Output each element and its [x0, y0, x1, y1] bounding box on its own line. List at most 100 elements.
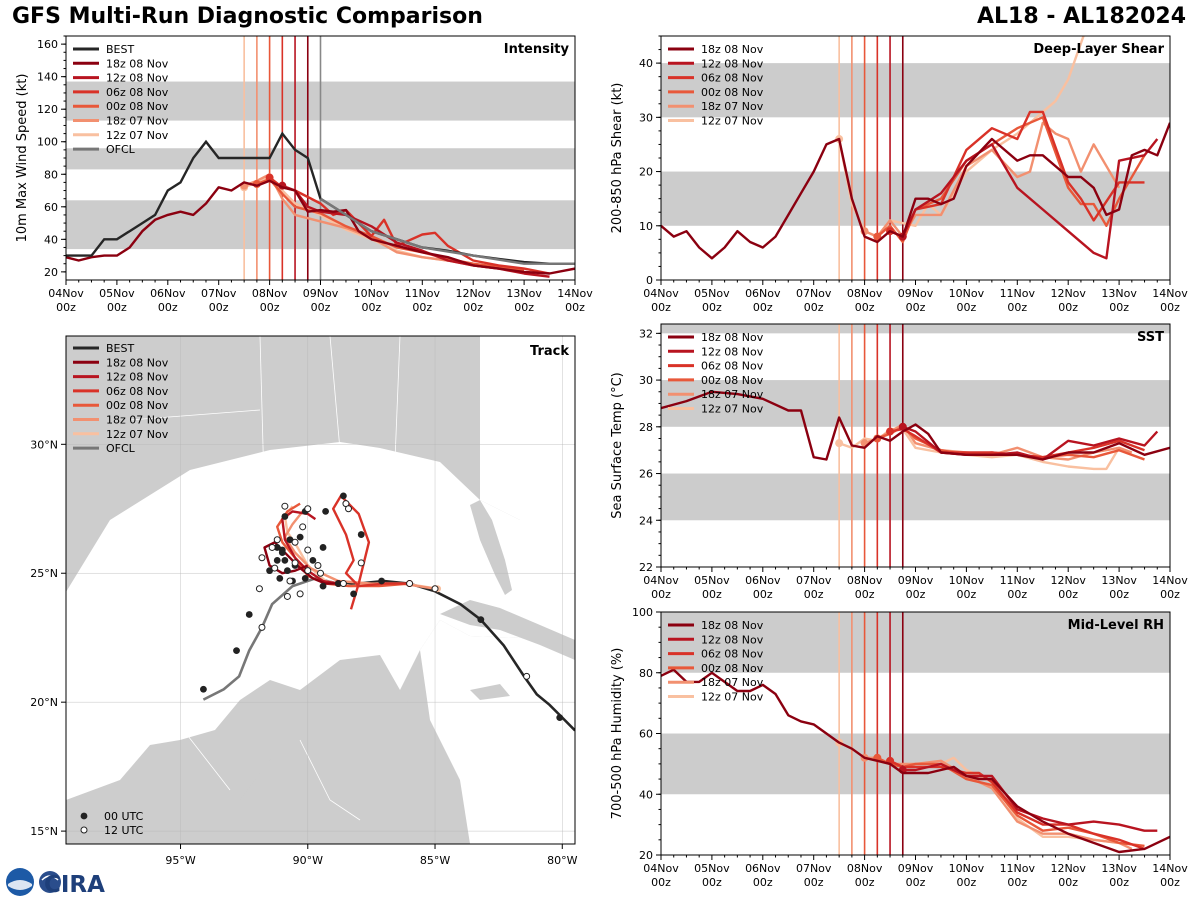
series-line [268, 176, 550, 275]
x-tick-sublabel: 00z [906, 876, 926, 889]
point-00utc [281, 513, 289, 520]
series-line [66, 179, 575, 275]
y-tick-label: 40 [639, 788, 653, 801]
x-tick-sublabel: 00z [702, 588, 722, 601]
x-tick-label: 07Nov [796, 287, 832, 300]
plot-area [661, 612, 1170, 855]
legend-label: OFCL [106, 143, 136, 156]
x-tick-sublabel: 00z [158, 301, 178, 314]
y-tick-label: 24 [639, 514, 653, 527]
point-12utc [258, 554, 266, 562]
x-tick-sublabel: 00z [1007, 301, 1027, 314]
x-tick-sublabel: 00z [1160, 588, 1180, 601]
y-tick-label: 0 [646, 274, 653, 287]
x-tick-label: 05Nov [694, 574, 730, 587]
x-tick-label: 06Nov [745, 574, 781, 587]
x-tick-label: 10Nov [949, 287, 985, 300]
border-line [299, 739, 361, 821]
y-tick-label: 20 [639, 849, 653, 862]
legend-label: 18z 08 Nov [106, 57, 169, 70]
y-tick-label: 22 [639, 561, 653, 574]
x-tick-sublabel: 00z [1109, 588, 1129, 601]
x-tick-sublabel: 00z [855, 588, 875, 601]
x-tick-label: 13Nov [506, 287, 542, 300]
border-line [159, 699, 231, 791]
lat-tick-label: 15°N [30, 825, 58, 838]
point-00utc [296, 533, 304, 541]
x-tick-label: 07Nov [796, 862, 832, 875]
x-tick-label: 10Nov [949, 862, 985, 875]
point-12utc [357, 559, 365, 567]
y-tick-label: 28 [639, 421, 653, 434]
y-axis-label: 200-850 hPa Shear (kt) [610, 83, 625, 234]
legend-label: BEST [106, 342, 134, 355]
series-line [901, 138, 1159, 260]
legend-label: 12z 08 Nov [106, 72, 169, 85]
x-tick-label: 13Nov [1101, 574, 1137, 587]
x-tick-sublabel: 00z [311, 301, 331, 314]
ofcl-line [319, 197, 575, 265]
storm-id: AL18 - AL182024 [977, 4, 1186, 29]
x-tick-label: 04Nov [48, 287, 84, 300]
page-title: GFS Multi-Run Diagnostic Comparison [12, 4, 483, 29]
x-tick-sublabel: 00z [1109, 876, 1129, 889]
panel-title: Intensity [504, 42, 570, 57]
panel-title: Mid-Level RH [1068, 618, 1164, 633]
x-tick-sublabel: 00z [855, 301, 875, 314]
point-00utc [284, 567, 291, 575]
point-12utc [291, 559, 299, 567]
chart-rh: 2040608010004Nov00z05Nov00z06Nov00z07Nov… [610, 606, 1188, 889]
series-line [864, 121, 1121, 238]
point-12utc [286, 577, 294, 585]
point-12utc [273, 536, 281, 544]
border-line [329, 336, 341, 451]
cira-logo: CIRA [6, 868, 105, 898]
legend-label: 18z 08 Nov [701, 619, 764, 632]
point-12utc [296, 590, 304, 598]
point-12utc [304, 546, 312, 554]
point-00utc [200, 685, 207, 693]
chart-shear: 01020304004Nov00z05Nov00z06Nov00z07Nov00… [610, 35, 1188, 314]
gulf-of-mexico [66, 442, 575, 800]
x-tick-sublabel: 00z [412, 301, 432, 314]
point-12utc [304, 505, 312, 513]
point-00utc [477, 616, 485, 624]
globe-icon [39, 871, 61, 893]
series-line [889, 759, 1145, 851]
x-tick-label: 06Nov [150, 287, 186, 300]
x-tick-label: 09Nov [898, 862, 934, 875]
legend-label: 00z 08 Nov [701, 86, 764, 99]
point-12utc [291, 538, 299, 546]
x-tick-label: 12Nov [455, 287, 491, 300]
x-tick-label: 04Nov [643, 574, 679, 587]
x-tick-label: 14Nov [1152, 574, 1188, 587]
legend-label: 18z 08 Nov [701, 43, 764, 56]
x-tick-sublabel: 00z [260, 301, 280, 314]
x-tick-sublabel: 00z [753, 876, 773, 889]
legend-label: 06z 08 Nov [106, 86, 169, 99]
point-00utc [378, 577, 385, 585]
map-area [66, 336, 575, 844]
x-tick-label: 13Nov [1101, 862, 1137, 875]
x-tick-sublabel: 00z [565, 301, 585, 314]
band [661, 473, 1170, 521]
lon-tick-label: 80°W [547, 854, 577, 867]
legend-label: 12z 07 Nov [106, 129, 169, 142]
x-tick-label: 14Nov [1152, 287, 1188, 300]
series-line [661, 122, 1170, 260]
x-tick-sublabel: 00z [1160, 301, 1180, 314]
y-tick-label: 140 [37, 71, 58, 84]
lon-tick-label: 90°W [293, 854, 323, 867]
x-tick-sublabel: 00z [651, 876, 671, 889]
legend-label: 12z 07 Nov [106, 428, 169, 441]
legend-marker-00utc [80, 812, 88, 820]
band [661, 612, 1170, 673]
y-tick-label: 100 [37, 136, 58, 149]
panel-title: Deep-Layer Shear [1033, 42, 1164, 57]
y-tick-label: 20 [639, 166, 653, 179]
legend-label: 18z 08 Nov [701, 331, 764, 344]
border-line [99, 559, 141, 701]
legend-label: 00z 08 Nov [106, 399, 169, 412]
x-tick-sublabel: 00z [855, 876, 875, 889]
point-00utc [233, 647, 240, 654]
